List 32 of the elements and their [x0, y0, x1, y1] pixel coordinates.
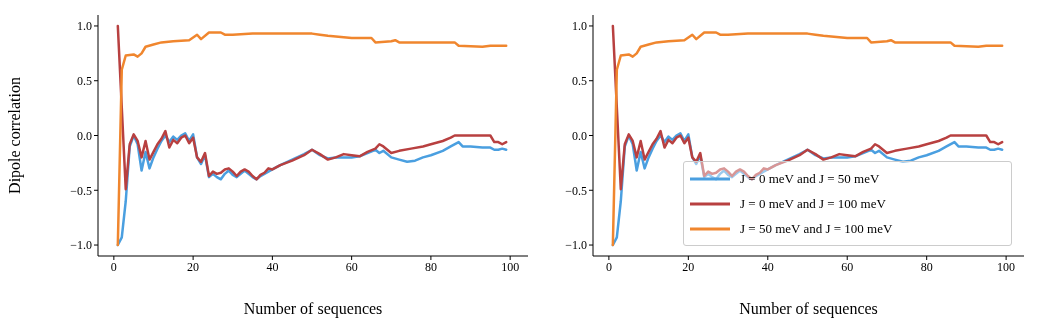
y-tick-label: 0.0: [572, 128, 587, 143]
line-series: [116, 24, 508, 191]
y-axis-title: Dipole correlation: [5, 77, 24, 194]
line-series: [611, 31, 1004, 247]
x-tick-label: 80: [920, 259, 933, 274]
y-tick-label: −0.5: [565, 183, 587, 198]
x-tick-label: 0: [605, 259, 612, 274]
y-tick-label: 1.0: [572, 19, 587, 34]
x-tick-label: 20: [682, 259, 695, 274]
x-tick-label: 60: [841, 259, 854, 274]
legend-label: J = 0 meV and J = 50 meV: [740, 170, 880, 187]
x-axis-title: Number of sequences: [243, 300, 383, 318]
line-series: [116, 31, 508, 247]
legend-label: J = 0 meV and J = 100 meV: [740, 195, 886, 212]
line-series: [611, 24, 1004, 191]
y-tick-label: 0.0: [77, 128, 92, 143]
x-tick-label: 100: [997, 259, 1016, 274]
x-tick-label: 60: [345, 259, 358, 274]
x-tick-label: 0: [110, 259, 117, 274]
x-tick-label: 40: [266, 259, 279, 274]
y-tick-label: 1.0: [77, 19, 92, 34]
x-tick-label: 40: [761, 259, 774, 274]
y-tick-label: −1.0: [565, 238, 587, 253]
y-tick-label: −0.5: [70, 183, 92, 198]
x-tick-label: 20: [187, 259, 200, 274]
y-tick-label: 0.5: [572, 73, 587, 88]
x-axis-title: Number of sequences: [739, 300, 878, 318]
x-tick-label: 80: [424, 259, 437, 274]
y-tick-label: −1.0: [70, 238, 92, 253]
y-tick-label: 0.5: [77, 73, 92, 88]
x-tick-label: 100: [501, 259, 520, 274]
legend-label: J = 50 meV and J = 100 meV: [740, 220, 893, 237]
